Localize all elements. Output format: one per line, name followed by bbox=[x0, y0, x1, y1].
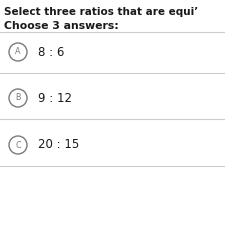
Text: 8 : 6: 8 : 6 bbox=[38, 45, 64, 58]
Text: C: C bbox=[15, 140, 21, 149]
Text: B: B bbox=[15, 94, 21, 103]
Text: 20 : 15: 20 : 15 bbox=[38, 139, 79, 151]
Text: A: A bbox=[15, 47, 21, 56]
Text: Choose 3 answers:: Choose 3 answers: bbox=[4, 21, 119, 31]
Text: Select three ratios that are equi’: Select three ratios that are equi’ bbox=[4, 7, 198, 17]
Text: 9 : 12: 9 : 12 bbox=[38, 92, 72, 104]
